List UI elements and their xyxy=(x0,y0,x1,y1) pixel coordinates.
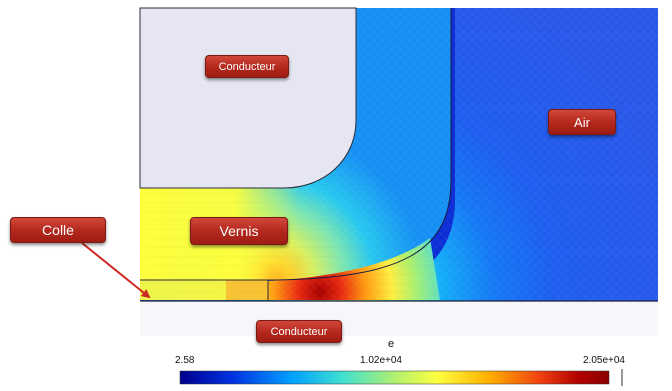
legend-colorbar xyxy=(179,370,610,385)
vernis-boundary xyxy=(274,8,452,281)
label-vernis: Vernis xyxy=(190,217,288,245)
conductor-bottom xyxy=(140,302,658,336)
label-colle: Colle xyxy=(10,217,106,243)
legend-mid-label: 1.02e+04 xyxy=(360,355,402,366)
legend-max-label: 2.05e+04 xyxy=(583,355,625,366)
legend-min-label: 2.58 xyxy=(175,355,195,366)
label-air: Air xyxy=(548,109,616,135)
colle-arrow xyxy=(81,242,151,299)
label-conducteur-top: Conducteur xyxy=(205,55,289,78)
label-conducteur-bottom: Conducteur xyxy=(256,320,342,343)
conductor-top xyxy=(139,7,357,189)
legend-title: e xyxy=(388,338,395,350)
